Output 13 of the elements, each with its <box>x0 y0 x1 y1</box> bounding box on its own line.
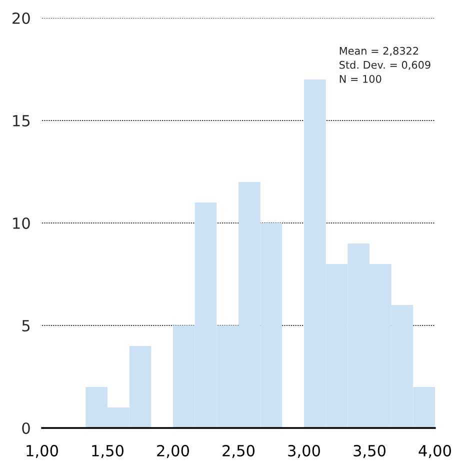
y-tick-label: 15 <box>13 115 30 127</box>
x-tick-label: 2,00 <box>157 444 189 458</box>
annotation: Mean = 2,8322 Std. Dev. = 0,609 N = 100 <box>340 46 430 83</box>
y-tick-label: 0 <box>22 422 30 434</box>
x-tick-label: 4,00 <box>418 444 451 458</box>
x-tick-label: 2,50 <box>222 444 254 458</box>
x-tick-label: 3,00 <box>288 444 320 458</box>
y-tick-label: 10 <box>13 217 30 230</box>
x-tick-label: 1,50 <box>92 444 124 458</box>
y-tick-label: 5 <box>22 320 30 332</box>
y-tick-label: 20 <box>12 12 30 24</box>
x-tick-label: 1,00 <box>26 444 58 458</box>
x-tick-label: 3,50 <box>354 444 386 458</box>
